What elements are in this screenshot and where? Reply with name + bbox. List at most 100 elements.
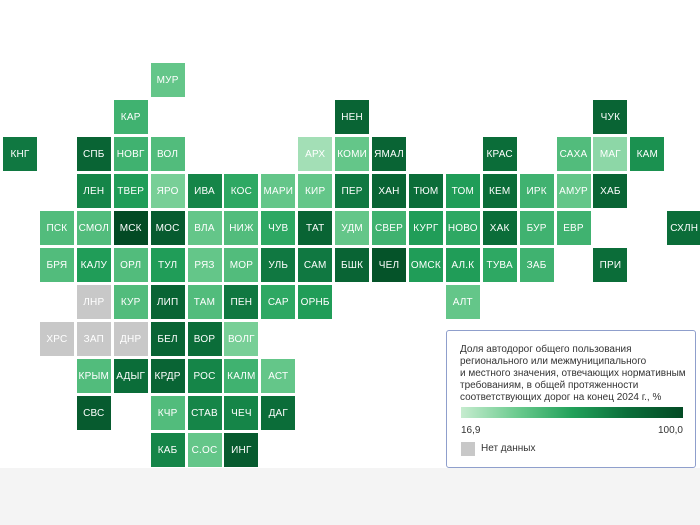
region-tile[interactable]: БШК xyxy=(335,248,370,282)
region-tile[interactable]: САМ xyxy=(298,248,333,282)
map-legend: Доля автодорог общего пользования регион… xyxy=(446,330,696,468)
legend-color-scale xyxy=(461,407,683,418)
region-tile[interactable]: ЗАБ xyxy=(519,248,554,282)
region-tile[interactable]: КНГ xyxy=(3,137,37,171)
region-tile[interactable]: ЛЕН xyxy=(76,174,111,208)
region-tile[interactable]: ОРЛ xyxy=(113,248,148,282)
region-tile[interactable]: ТУЛ xyxy=(150,248,185,282)
region-tile[interactable]: ЛНР xyxy=(76,285,111,319)
region-tile[interactable]: БУР xyxy=(519,211,554,245)
region-tile[interactable]: ДНР xyxy=(113,322,148,356)
region-tile[interactable]: ТАМ xyxy=(187,285,222,319)
region-tile[interactable]: АДЫГ xyxy=(113,359,148,393)
region-tile[interactable]: АЛТ xyxy=(445,285,480,319)
region-tile[interactable]: ЕВР xyxy=(556,211,591,245)
region-tile[interactable]: УЛЬ xyxy=(261,248,296,282)
region-tile[interactable]: УДМ xyxy=(335,211,370,245)
region-tile[interactable]: ТВЕР xyxy=(113,174,148,208)
region-tile[interactable]: ВОР xyxy=(187,322,222,356)
region-tile[interactable]: КИР xyxy=(298,174,333,208)
region-tile[interactable]: ЧЕЧ xyxy=(224,396,259,430)
region-tile[interactable]: КРЫМ xyxy=(76,359,111,393)
legend-title-line: Доля автодорог общего пользования xyxy=(460,344,632,355)
region-tile[interactable]: КАР xyxy=(113,100,148,134)
region-tile[interactable]: НОВГ xyxy=(113,137,148,171)
region-tile[interactable]: СВС xyxy=(76,396,111,430)
region-tile[interactable]: КОС xyxy=(224,174,259,208)
region-tile[interactable]: ЛИП xyxy=(150,285,185,319)
region-tile[interactable]: КАБ xyxy=(150,433,185,467)
region-tile[interactable]: ПСК xyxy=(39,211,74,245)
region-tile[interactable]: ПРИ xyxy=(593,248,628,282)
region-tile[interactable]: КЕМ xyxy=(482,174,517,208)
region-tile[interactable]: СХЛН xyxy=(667,211,700,245)
region-tile[interactable]: ДАГ xyxy=(261,396,296,430)
region-tile[interactable]: КРАС xyxy=(482,137,517,171)
region-tile[interactable]: КУР xyxy=(113,285,148,319)
region-tile[interactable]: АЛ.К xyxy=(445,248,480,282)
legend-nodata-swatch xyxy=(461,442,475,456)
legend-title: Доля автодорог общего пользования регион… xyxy=(460,344,688,404)
region-tile[interactable]: С.ОС xyxy=(187,433,222,467)
region-tile[interactable]: ТУВА xyxy=(482,248,517,282)
region-tile[interactable]: НИЖ xyxy=(224,211,259,245)
region-tile[interactable]: ОРНБ xyxy=(298,285,333,319)
region-tile[interactable]: НЕН xyxy=(335,100,370,134)
region-tile[interactable]: СПБ xyxy=(76,137,111,171)
region-tile[interactable]: МУР xyxy=(150,63,185,97)
region-tile[interactable]: ТЮМ xyxy=(408,174,443,208)
region-tile[interactable]: МОС xyxy=(150,211,185,245)
region-tile[interactable]: ЗАП xyxy=(76,322,111,356)
region-tile[interactable]: ЧУВ xyxy=(261,211,296,245)
region-tile[interactable]: ПЕР xyxy=(335,174,370,208)
region-tile[interactable]: СМОЛ xyxy=(76,211,111,245)
region-tile[interactable]: РЯЗ xyxy=(187,248,222,282)
region-tile[interactable]: БЕЛ xyxy=(150,322,185,356)
region-tile[interactable]: АМУР xyxy=(556,174,591,208)
region-tile[interactable]: ЧЕЛ xyxy=(372,248,406,282)
region-tile[interactable]: СВЕР xyxy=(372,211,406,245)
region-tile[interactable]: АСТ xyxy=(261,359,296,393)
region-tile[interactable]: КУРГ xyxy=(408,211,443,245)
page-footer-band xyxy=(0,468,700,525)
region-tile[interactable]: ЧУК xyxy=(593,100,628,134)
legend-title-line: и местного значения, отвечающих норматив… xyxy=(460,368,686,379)
region-tile[interactable]: ВОЛ xyxy=(150,137,185,171)
region-tile[interactable]: ТАТ xyxy=(298,211,333,245)
region-tile[interactable]: ХРС xyxy=(39,322,74,356)
region-tile[interactable]: КЧР xyxy=(150,396,185,430)
legend-title-line: соответствующих дорог на конец 2024 г., … xyxy=(460,392,662,403)
region-tile[interactable]: МАГ xyxy=(593,137,628,171)
region-tile[interactable]: ТОМ xyxy=(445,174,480,208)
region-tile[interactable]: ИНГ xyxy=(224,433,259,467)
legend-max-label: 100,0 xyxy=(657,425,683,436)
region-tile[interactable]: КАМ xyxy=(630,137,665,171)
tile-map: МУР КАР НЕН ЧУК КНГ СПБ НОВГ ВОЛ АРХ КОМИ ЯМАЛ КРАС… xyxy=(3,63,700,467)
region-tile[interactable]: ХАН xyxy=(372,174,406,208)
region-tile[interactable]: ХАК xyxy=(482,211,517,245)
region-tile[interactable]: РОС xyxy=(187,359,222,393)
region-tile[interactable]: ВЛА xyxy=(187,211,222,245)
region-tile[interactable]: ВОЛГ xyxy=(224,322,259,356)
region-tile[interactable]: САР xyxy=(261,285,296,319)
region-tile[interactable]: ОМСК xyxy=(408,248,443,282)
region-tile[interactable]: САХА xyxy=(556,137,591,171)
region-tile[interactable]: ИРК xyxy=(519,174,554,208)
region-tile[interactable]: ХАБ xyxy=(593,174,628,208)
region-tile[interactable]: МАРИ xyxy=(261,174,296,208)
region-tile[interactable]: ЯРО xyxy=(150,174,185,208)
region-tile[interactable]: БРЯ xyxy=(39,248,74,282)
region-tile[interactable]: КАЛМ xyxy=(224,359,259,393)
region-tile[interactable]: КАЛУ xyxy=(76,248,111,282)
legend-min-label: 16,9 xyxy=(461,425,481,436)
region-tile[interactable]: ЯМАЛ xyxy=(372,137,406,171)
region-tile[interactable]: НОВО xyxy=(445,211,480,245)
region-tile[interactable]: МОР xyxy=(224,248,259,282)
region-tile[interactable]: МСК xyxy=(113,211,148,245)
region-tile[interactable]: КОМИ xyxy=(335,137,370,171)
region-tile[interactable]: АРХ xyxy=(298,137,333,171)
region-tile[interactable]: ИВА xyxy=(187,174,222,208)
region-tile[interactable]: СТАВ xyxy=(187,396,222,430)
region-tile[interactable]: КРДР xyxy=(150,359,185,393)
region-tile[interactable]: ПЕН xyxy=(224,285,259,319)
